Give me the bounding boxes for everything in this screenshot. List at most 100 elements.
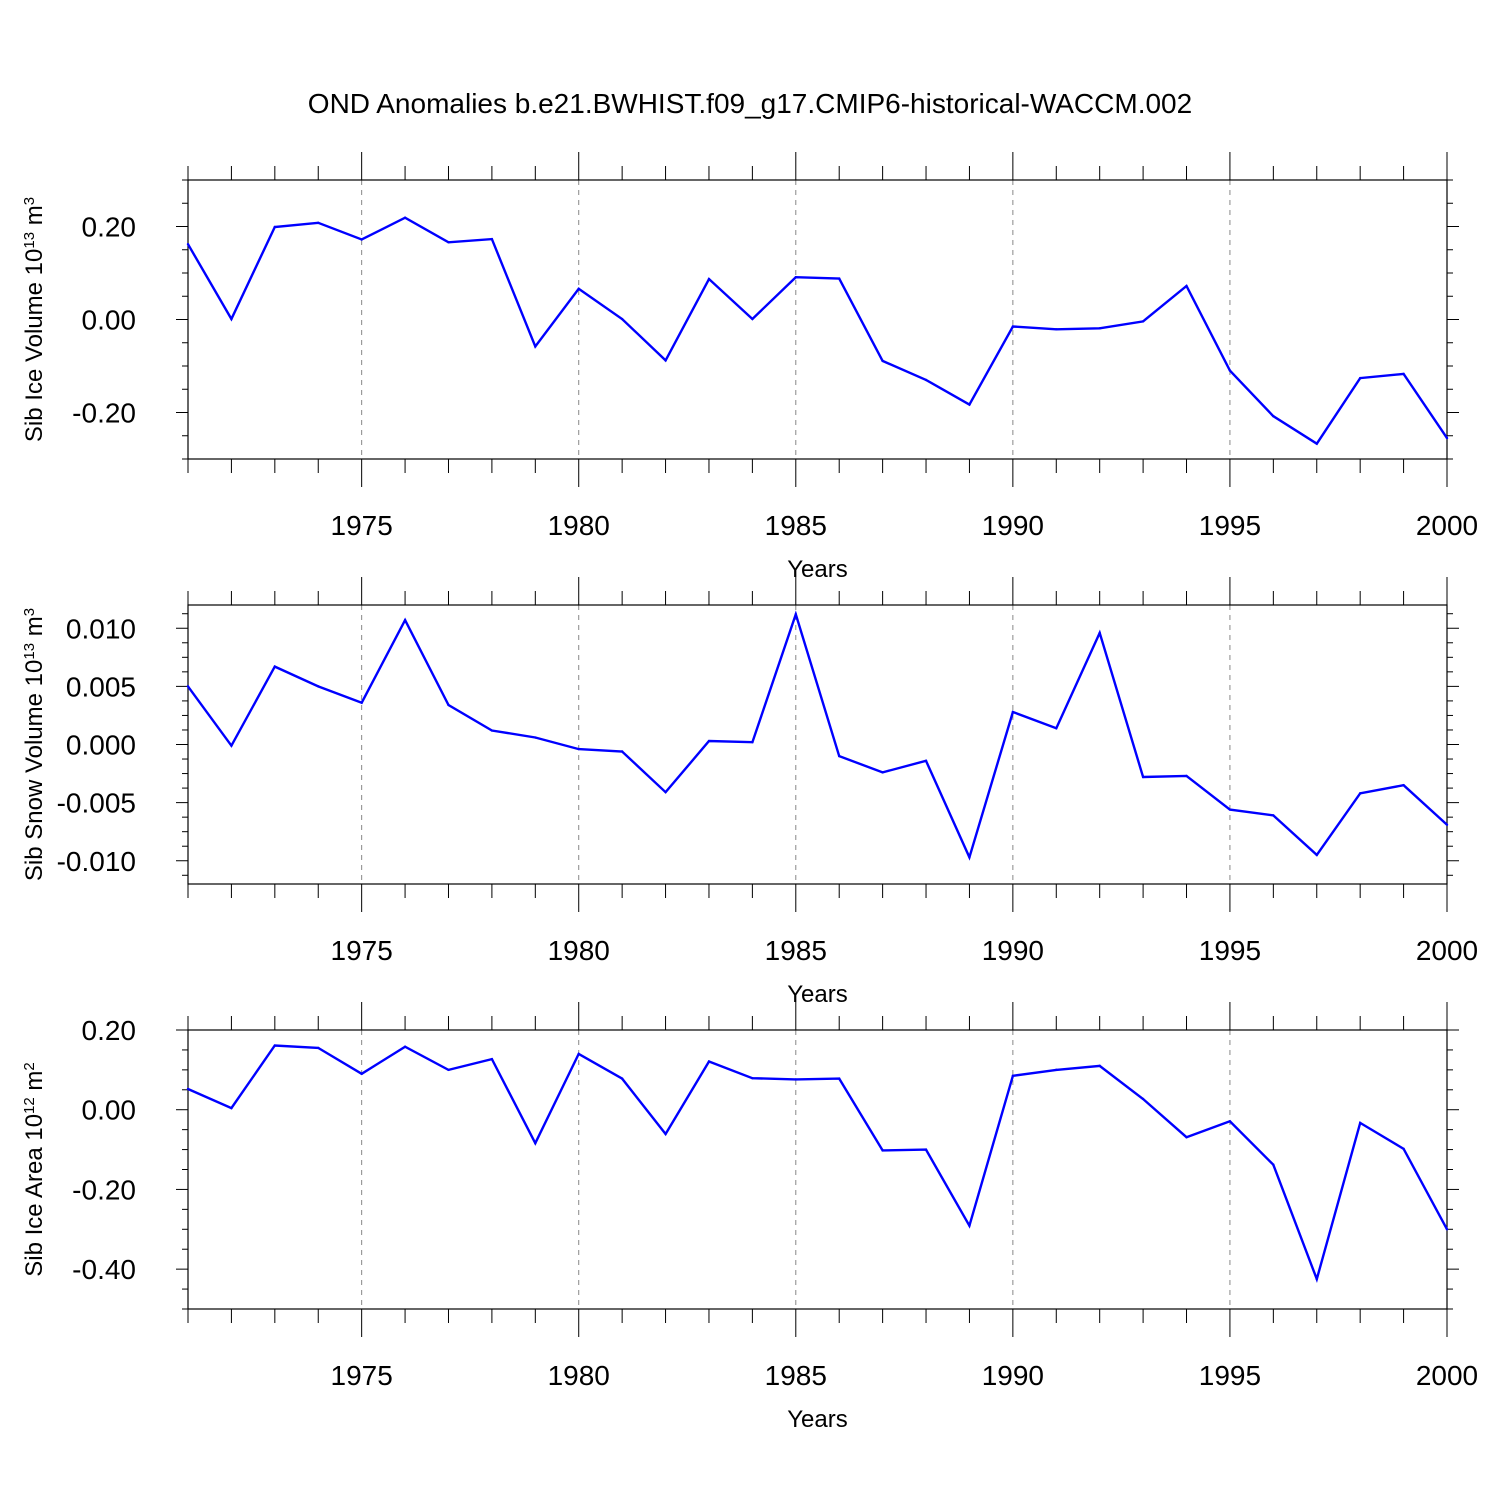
y-axis-label-part: m (21, 205, 48, 232)
data-point (620, 750, 624, 753)
x-tick-label: 2000 (1416, 935, 1478, 966)
x-tick-label: 1985 (765, 1360, 827, 1391)
data-point (968, 1224, 971, 1227)
data-point (360, 701, 363, 704)
data-point (1272, 1163, 1275, 1166)
data-point (968, 856, 971, 859)
data-point (1315, 1277, 1318, 1281)
data-point (1185, 1136, 1188, 1139)
y-axis-label: Sib Ice Volume 1013 m3 (21, 197, 49, 442)
data-point (924, 1148, 928, 1151)
y-tick-label: 0.00 (82, 305, 137, 336)
data-point (1141, 1097, 1145, 1101)
data-point (1141, 775, 1145, 779)
data-point (838, 1077, 841, 1080)
data-point (1402, 372, 1405, 376)
data-point (534, 1141, 537, 1145)
y-axis-label-superscript: 13 (21, 232, 38, 249)
data-point (751, 317, 754, 321)
panel-1: 0.20 0.00 -0.20 1975 1980 1985 1990 1995 2000 Yea… (21, 152, 1478, 583)
x-tick-label: 1980 (548, 1360, 610, 1391)
data-point (1358, 376, 1362, 380)
data-point (317, 685, 320, 688)
plot-frame (187, 1029, 1448, 1310)
x-tick-label: 1975 (331, 935, 393, 966)
x-tick-label: 2000 (1416, 1360, 1478, 1391)
series-line (187, 1044, 1449, 1283)
data-point (1228, 808, 1232, 811)
data-point (577, 1052, 580, 1056)
y-tick-label: -0.010 (57, 846, 136, 877)
data-point (273, 665, 277, 668)
data-point (751, 740, 754, 744)
data-point (1011, 325, 1015, 328)
data-point (1141, 320, 1145, 323)
data-point (838, 754, 841, 758)
data-point (1228, 1120, 1232, 1123)
y-axis-label-superscript: 2 (21, 1062, 38, 1070)
data-point (403, 216, 407, 219)
x-axis-label: Years (787, 556, 848, 583)
data-point (1358, 792, 1362, 795)
y-axis-label-part: m (21, 616, 48, 643)
data-point (577, 747, 580, 751)
data-point (447, 241, 450, 244)
data-point (273, 225, 277, 229)
x-tick-label: 1990 (982, 510, 1044, 541)
x-tick-label: 1975 (331, 1360, 393, 1391)
data-point (186, 1087, 190, 1091)
data-point (620, 1077, 624, 1080)
data-point (620, 317, 624, 321)
x-tick-label: 1995 (1199, 935, 1261, 966)
data-point (664, 359, 667, 362)
data-point (794, 1078, 797, 1081)
data-point (924, 378, 928, 382)
data-point (1358, 1121, 1362, 1125)
data-point (534, 345, 537, 348)
y-tick-label: 0.005 (66, 671, 136, 702)
data-point (490, 729, 494, 732)
plot-frame (187, 179, 1448, 460)
y-tick-label: -0.40 (72, 1254, 136, 1285)
data-point (1011, 1074, 1015, 1078)
x-tick-label: 1990 (982, 935, 1044, 966)
data-point (1272, 415, 1275, 418)
series-line (187, 610, 1448, 861)
x-tick-label: 1990 (982, 1360, 1044, 1391)
y-tick-label: 0.000 (66, 730, 136, 761)
x-tick-label: 2000 (1416, 510, 1478, 541)
data-point (1315, 853, 1318, 857)
data-point (1445, 1228, 1449, 1231)
panel-3: 0.20 0.00 -0.20 -0.40 1975 1980 1985 1990 1995 20… (21, 1002, 1478, 1433)
data-point (1402, 1147, 1405, 1150)
data-point (577, 287, 580, 291)
data-point (1055, 727, 1058, 730)
y-axis-label: Sib Ice Area 1012 m2 (21, 1062, 49, 1276)
data-point (1185, 284, 1188, 288)
x-tick-label: 1980 (548, 935, 610, 966)
data-point (838, 277, 841, 280)
data-point (1011, 710, 1015, 714)
x-axis-label: Years (787, 1406, 848, 1433)
data-point (230, 317, 233, 321)
data-point (230, 1106, 233, 1110)
y-tick-label: 0.20 (82, 1015, 137, 1046)
data-point (403, 1045, 407, 1048)
data-point (881, 1149, 884, 1152)
data-point (1272, 814, 1275, 817)
y-tick-label: 0.20 (82, 212, 137, 243)
data-point (1315, 442, 1318, 445)
data-point (403, 618, 407, 622)
figure-title: OND Anomalies b.e21.BWHIST.f09_g17.CMIP6… (307, 88, 1193, 119)
data-point (490, 237, 494, 241)
y-axis-label-superscript: 13 (21, 643, 38, 660)
data-point (1185, 774, 1188, 778)
y-tick-label: 0.010 (66, 613, 136, 644)
data-point (317, 221, 320, 224)
y-axis-label: Sib Snow Volume 1013 m3 (21, 608, 49, 881)
data-point (317, 1046, 320, 1050)
series-line (186, 216, 1448, 446)
data-point (447, 1068, 450, 1072)
y-axis-label-superscript: 3 (21, 197, 38, 205)
